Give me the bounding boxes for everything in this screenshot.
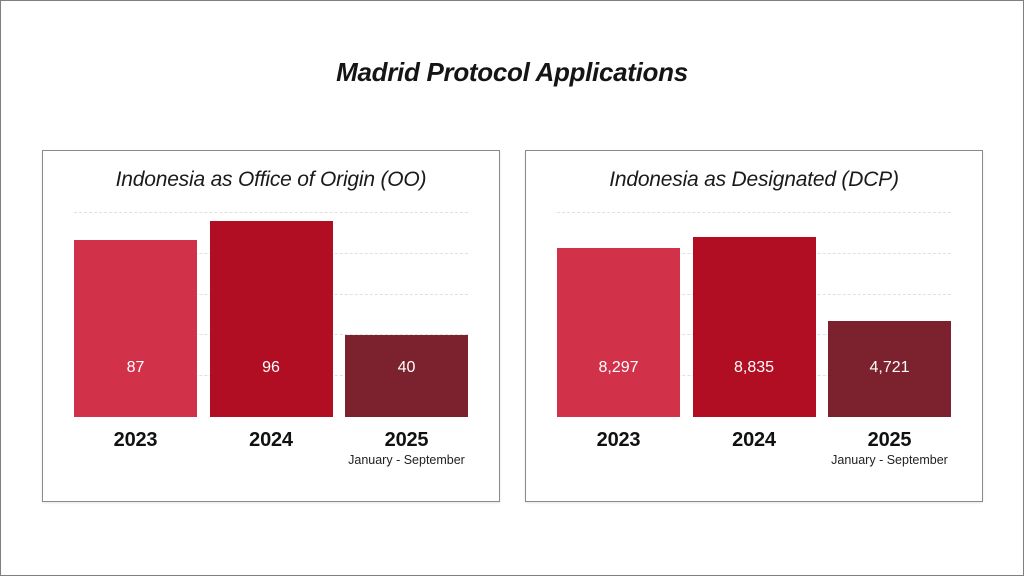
- bar-group: 87 96 40: [74, 213, 468, 417]
- chart-title-office-of-origin: Indonesia as Office of Origin (OO): [115, 168, 427, 191]
- year-label: 2023: [113, 429, 158, 451]
- bar-2024: 96: [209, 221, 333, 417]
- bar-2023: 8,297: [557, 247, 680, 417]
- x-tick-2023: 2023: [557, 429, 680, 467]
- bar-value-label: 40: [397, 359, 416, 376]
- plot-area-office-of-origin: 87 96 40: [74, 212, 468, 417]
- x-tick-2023: 2023: [74, 429, 197, 467]
- bar-value-label: 8,297: [598, 359, 639, 376]
- bar-value-label: 87: [126, 359, 145, 376]
- bar-2023: 87: [74, 239, 197, 417]
- bar-group: 8,297 8,835 4,721: [557, 213, 951, 417]
- year-label: 2024: [732, 429, 776, 451]
- chart-card-designated: Indonesia as Designated (DCP) 8,297 8,835…: [525, 150, 983, 502]
- plot-area-designated: 8,297 8,835 4,721: [557, 212, 951, 417]
- x-axis-office-of-origin: 2023 2024 2025 January - September: [74, 429, 468, 467]
- bar-value-label: 96: [262, 359, 280, 376]
- bar-2025: 40: [345, 335, 468, 417]
- x-tick-2024: 2024: [693, 429, 816, 467]
- year-label: 2025: [384, 429, 429, 451]
- year-label: 2023: [596, 429, 641, 451]
- x-axis-designated: 2023 2024 2025 January - September: [557, 429, 951, 467]
- year-label: 2025: [867, 429, 912, 451]
- gridline-10000: [557, 212, 951, 213]
- gridline-100: [74, 212, 468, 213]
- bar-2024: 8,835: [692, 236, 816, 417]
- page-title: Madrid Protocol Applications: [336, 57, 688, 87]
- period-sublabel: January - September: [831, 453, 948, 467]
- bar-2025: 4,721: [828, 320, 951, 417]
- x-tick-2024: 2024: [210, 429, 333, 467]
- x-tick-2025: 2025 January - September: [828, 429, 951, 467]
- year-label: 2024: [249, 429, 293, 451]
- x-tick-2025: 2025 January - September: [345, 429, 468, 467]
- bar-value-label: 4,721: [869, 359, 910, 376]
- chart-title-designated: Indonesia as Designated (DCP): [609, 168, 899, 191]
- chart-card-office-of-origin: Indonesia as Office of Origin (OO) 87 96 4…: [42, 150, 500, 502]
- period-sublabel: January - September: [348, 453, 465, 467]
- bar-value-label: 8,835: [733, 359, 775, 376]
